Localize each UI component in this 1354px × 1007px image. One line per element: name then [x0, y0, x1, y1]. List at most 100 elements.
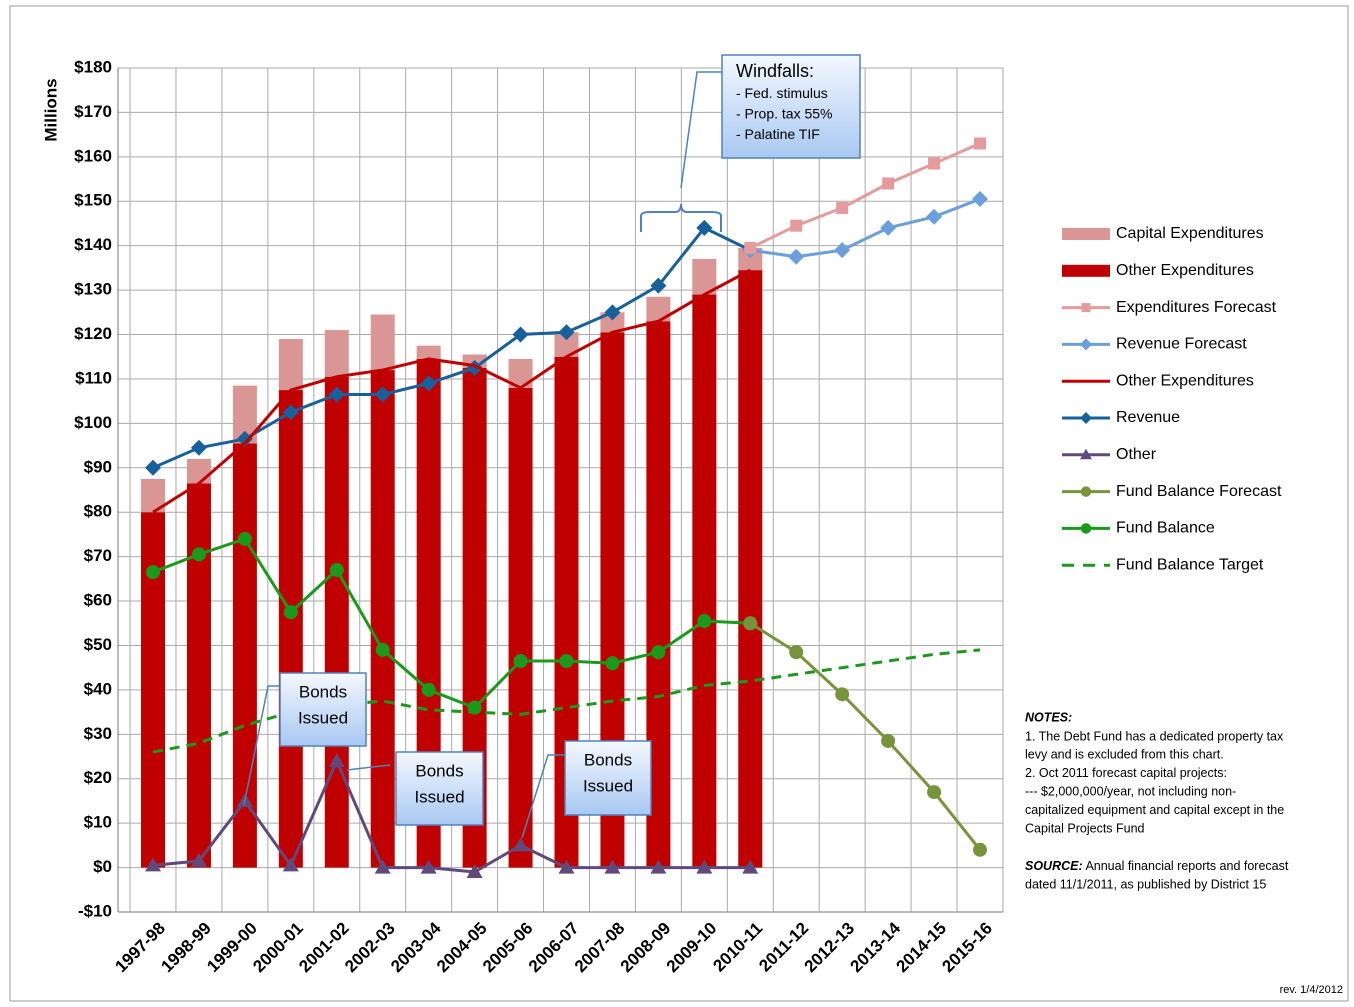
- marker: [1081, 303, 1091, 313]
- y-tick-label: $70: [84, 546, 112, 565]
- notes-title: NOTES:: [1025, 710, 1072, 724]
- y-tick-label: $50: [84, 635, 112, 654]
- notes-line: 2. Oct 2011 forecast capital projects:: [1025, 766, 1227, 780]
- y-tick-label: $110: [75, 368, 112, 387]
- line: [749, 621, 982, 851]
- marker: [928, 157, 941, 170]
- marker: [145, 459, 161, 476]
- marker: [282, 857, 299, 872]
- bar: [508, 387, 533, 868]
- leader-line: [521, 754, 565, 839]
- source-line: dated 11/1/2011, as published by Distric…: [1025, 877, 1266, 891]
- revision: rev. 1/4/2012: [1280, 984, 1343, 996]
- marker: [742, 859, 759, 874]
- marker: [466, 864, 483, 879]
- marker: [513, 654, 528, 669]
- marker: [283, 605, 298, 620]
- marker: [512, 837, 529, 852]
- bar: [186, 483, 211, 868]
- marker: [190, 439, 207, 456]
- bar: [278, 390, 303, 868]
- line: [152, 268, 751, 514]
- y-tick-label: $0: [93, 857, 112, 876]
- y-tick-label: $170: [74, 102, 112, 121]
- annotation-text: Windfalls:: [736, 61, 814, 81]
- marker: [467, 700, 482, 715]
- legend-label: Other: [1116, 446, 1157, 463]
- marker: [697, 614, 712, 629]
- marker: [420, 375, 437, 392]
- marker: [1080, 338, 1092, 351]
- bar: [416, 345, 441, 359]
- legend-label: Fund Balance Forecast: [1116, 483, 1282, 500]
- notes-line: capitalized equipment and capital except…: [1025, 803, 1284, 817]
- bar: [600, 312, 625, 333]
- y-tick-label: $10: [84, 813, 112, 832]
- marker: [282, 404, 299, 421]
- line: [152, 537, 751, 710]
- marker: [604, 304, 621, 321]
- marker: [696, 219, 713, 236]
- leader-line: [243, 685, 280, 806]
- notes-line: 1. The Debt Fund has a dedicated propert…: [1025, 729, 1284, 743]
- y-tick-label: $80: [84, 502, 112, 521]
- notes: NOTES: 1. The Debt Fund has a dedicated p…: [1025, 710, 1289, 891]
- bar: [324, 376, 349, 868]
- marker: [651, 645, 666, 660]
- marker: [744, 241, 757, 254]
- marker: [558, 859, 575, 874]
- marker: [880, 219, 897, 236]
- y-tick-label: $90: [84, 457, 112, 476]
- annotation-box: [395, 751, 484, 826]
- marker: [973, 842, 987, 857]
- annotation-text: - Palatine TIF: [736, 126, 820, 142]
- y-tick-label: $160: [74, 146, 112, 165]
- notes-line: levy and is excluded from this chart.: [1025, 748, 1224, 762]
- marker: [512, 326, 529, 343]
- notes-line: --- $2,000,000/year, not including non-: [1025, 784, 1236, 798]
- marker: [1080, 448, 1092, 460]
- annotation-text: - Prop. tax 55%: [736, 106, 833, 122]
- y-tick-label: $120: [74, 324, 112, 343]
- marker: [328, 386, 345, 403]
- y-axis-label: Millions: [41, 78, 60, 141]
- marker: [559, 654, 574, 669]
- marker: [743, 616, 758, 631]
- marker: [604, 859, 621, 874]
- marker: [834, 242, 851, 259]
- annotation-text: - Fed. stimulus: [736, 85, 828, 101]
- legend-label: Revenue Forecast: [1116, 336, 1247, 353]
- source-label: SOURCE:: [1025, 859, 1083, 873]
- marker: [1080, 523, 1092, 534]
- annotation-box: [279, 672, 367, 747]
- source-line: Annual financial reports and forecast: [1083, 859, 1289, 873]
- marker: [696, 859, 713, 874]
- legend-label: Fund Balance Target: [1116, 556, 1264, 573]
- marker: [972, 191, 988, 208]
- leader-line: [680, 71, 722, 189]
- marker: [375, 642, 390, 657]
- legend-label: Other Expenditures: [1116, 372, 1254, 389]
- annotation-text: Bonds: [415, 761, 463, 780]
- marker: [790, 219, 803, 232]
- marker: [650, 277, 667, 294]
- y-tick-label: $40: [84, 679, 112, 698]
- annotation-text: Bonds: [299, 682, 347, 701]
- y-tick-label: $20: [84, 768, 112, 787]
- marker: [927, 785, 942, 800]
- bar: [738, 270, 763, 868]
- marker: [420, 859, 437, 874]
- marker: [145, 857, 161, 872]
- line: [750, 197, 981, 259]
- marker: [1080, 412, 1092, 424]
- annotations: Windfalls: - Fed. stimulus - Prop. tax 55%…: [243, 54, 861, 839]
- y-tick-label: $180: [74, 57, 112, 76]
- legend-swatch: [1062, 264, 1110, 277]
- bracket: [640, 203, 722, 232]
- y-tick-label: $140: [74, 235, 112, 254]
- legend-label: Other Expenditures: [1116, 262, 1254, 279]
- marker: [190, 852, 207, 867]
- annotation-text: Issued: [583, 776, 633, 795]
- marker: [605, 656, 620, 671]
